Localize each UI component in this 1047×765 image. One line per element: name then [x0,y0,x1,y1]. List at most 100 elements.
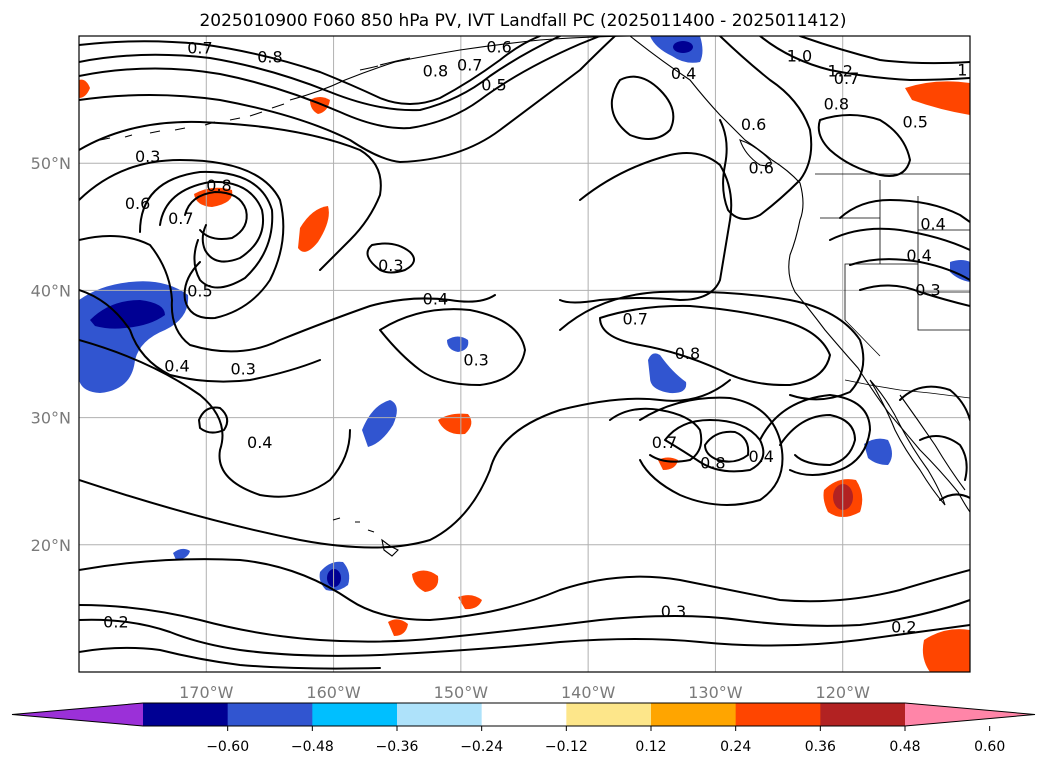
negative-anomaly-36n [447,336,469,352]
contour-line [639,396,784,506]
positive-anomaly-ne-corner [905,81,970,115]
contour-line [79,646,381,670]
colorbar-outline [11,702,1036,727]
contour-label-text: 0.3 [463,350,488,369]
contour-line [79,159,285,320]
contour-label-text: 0.7 [652,433,677,452]
contour-label: 0.2 [103,612,128,631]
colorbar-tick-label: 0.48 [889,739,920,755]
contour-line [849,258,970,281]
contour-label: 0.2 [891,617,916,636]
contour-line [839,199,970,223]
contour-line [79,120,382,271]
aleutian-islands [99,103,285,141]
contour-label-text: 0.4 [749,447,774,466]
positive-anomaly-12n [388,619,408,636]
contour-line [919,435,968,481]
contour-line [609,407,703,463]
positive-anomaly-30n [438,413,472,435]
contour-label: 0.8 [824,95,849,114]
positive-anomaly-14n [458,595,482,610]
contour-label: 0.3 [135,147,160,166]
contour-label: 0.3 [378,256,403,275]
contour-label: 0.6 [741,115,766,134]
contour-label-text: 0.6 [486,37,511,56]
colorbar-extend-max [905,703,1035,726]
contour-label-text: 0.7 [623,310,648,329]
colorbar-tick-label: 0.60 [974,739,1005,755]
contour-label: 0.5 [187,282,212,301]
contour-label-text: 0.7 [187,39,212,58]
coastline-baja [869,379,946,506]
contour-label: 0.7 [457,55,482,74]
coastlines [99,36,970,557]
contour-label: 1.2 [827,62,852,81]
contour-line [79,339,351,498]
latitude-tick-label: 50°N [31,154,71,173]
contour-line [664,419,765,473]
contour-label: 0.4 [247,433,272,452]
contour-label-text: 0.2 [891,617,916,636]
contour-label-text: 0.8 [257,48,282,67]
contour-label: 0.7 [187,39,212,58]
contour-label-text: 0.2 [103,612,128,631]
contour-labels: 0.7 0.80.8 0.70.60.50.30.80.60.70.50.4 0.30… [103,37,967,636]
colorbar-extend-min [12,703,143,726]
contour-label: 0.8 [257,48,282,67]
contour-label-text: 0.8 [824,95,849,114]
contour-line [79,36,616,163]
contour-label: 0.3 [463,350,488,369]
contour-line [859,284,970,307]
contour-line [366,242,415,274]
contour-label-text: 0.4 [920,214,945,233]
longitude-tick-label: 170°W [179,683,234,702]
latitude-tick-label: 20°N [31,536,71,555]
latitude-tick-label: 40°N [31,281,71,300]
longitude-labels: 170°W 160°W 150°W 140°W 130°W 120°W [179,683,870,702]
contour-line [599,304,831,387]
contour-line [817,114,911,177]
map-area: 0.7 0.80.8 0.70.60.50.30.80.60.70.50.4 0.30… [78,35,971,673]
contour-label: 1.0 [787,46,812,65]
contour-label: 0.6 [125,194,150,213]
contour-label: 0.8 [423,62,448,81]
contour-label: 0.4 [423,289,448,308]
colorbar-tick-label: −0.48 [291,739,334,755]
contour-line [79,618,970,657]
contour-line [79,558,970,621]
contour-label: 0.4 [671,64,696,83]
political-borders [815,173,970,399]
contour-label-text: 1.0 [787,46,812,65]
contour-label: 0.5 [481,76,506,95]
contour-label-text: 0.4 [423,289,448,308]
colorbar-tick-label: 0.36 [805,739,836,755]
contour-line [559,290,865,401]
contour-label-text: 0.6 [741,115,766,134]
contour-line [899,385,970,421]
contour-label-text: 0.7 [168,209,193,228]
contour-line [829,227,970,251]
contour-line [79,379,731,549]
contour-label: 1 [957,60,967,79]
map-frame [78,35,971,673]
coastline-alaska-peninsula [359,57,411,71]
contour-label-text: 0.3 [135,147,160,166]
colorbar-segment [312,703,398,726]
contour-line [559,152,733,304]
contour-label: 0.3 [915,280,940,299]
contour-label-text: 1 [957,60,967,79]
colorbar-tick-label: −0.60 [206,739,249,755]
coastline-alaska-south [289,36,631,101]
gridlines [79,36,970,672]
contour-label: 0.4 [906,246,931,265]
colorbar-segment [566,703,652,726]
border-us-mexico [844,379,970,399]
contour-label-text: 0.3 [230,359,255,378]
contour-line [759,36,970,81]
colorbar-tick-label: −0.36 [376,739,419,755]
colorbar-segment [735,703,821,726]
contour-line [184,191,248,240]
contour-line [79,36,541,105]
contour-label-text: 0.5 [903,112,928,131]
